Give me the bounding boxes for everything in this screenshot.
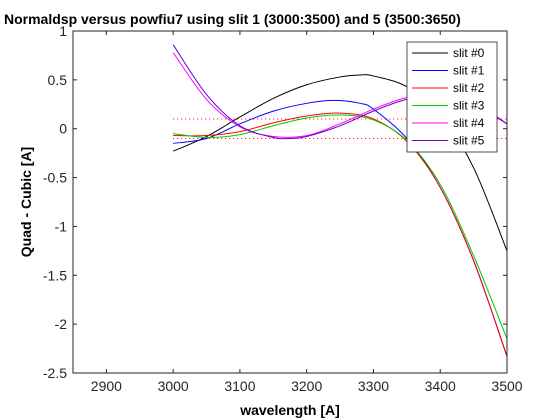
x-tick-label: 3000 [158,378,189,394]
legend-label-slit-0: slit #0 [453,46,485,60]
legend-label-slit-1: slit #1 [453,64,485,78]
y-tick-label: -2 [55,316,68,332]
series-line-slit-2 [173,112,508,357]
y-axis-label: Quad - Cubic [A] [18,147,34,257]
legend-label-slit-3: slit #3 [453,99,485,113]
y-tick-label: -1 [55,218,68,234]
x-tick-label: 3100 [224,378,255,394]
legend-box [406,41,498,153]
legend-label-slit-4: slit #4 [453,116,485,130]
y-tick-label: 0.5 [48,72,68,88]
chart-title: Normaldsp versus powfiu7 using slit 1 (3… [4,11,461,27]
x-tick-label: 3200 [291,378,322,394]
x-tick-label: 2900 [91,378,122,394]
y-tick-label: 1 [59,23,67,39]
y-tick-label: -0.5 [43,170,67,186]
series-line-slit-3 [173,114,508,339]
legend-label-slit-5: slit #5 [453,134,485,148]
x-axis-label: wavelength [A] [239,402,340,418]
legend-label-slit-2: slit #2 [453,81,485,95]
y-tick-label: -1.5 [43,267,67,283]
y-tick-label: 0 [59,121,67,137]
axis-ticks: 2900 3000 3100 3200 3300 3400 3500 1 0.5 0 -0.5 -1 -… [43,23,523,394]
legend: slit #0 slit #1 slit #2 slit #3 slit #4 slit … [406,41,498,153]
x-tick-label: 3300 [358,378,389,394]
axes-box [72,30,508,374]
y-tick-label: -2.5 [43,365,67,381]
x-tick-label: 3500 [491,378,522,394]
x-tick-label: 3400 [425,378,456,394]
